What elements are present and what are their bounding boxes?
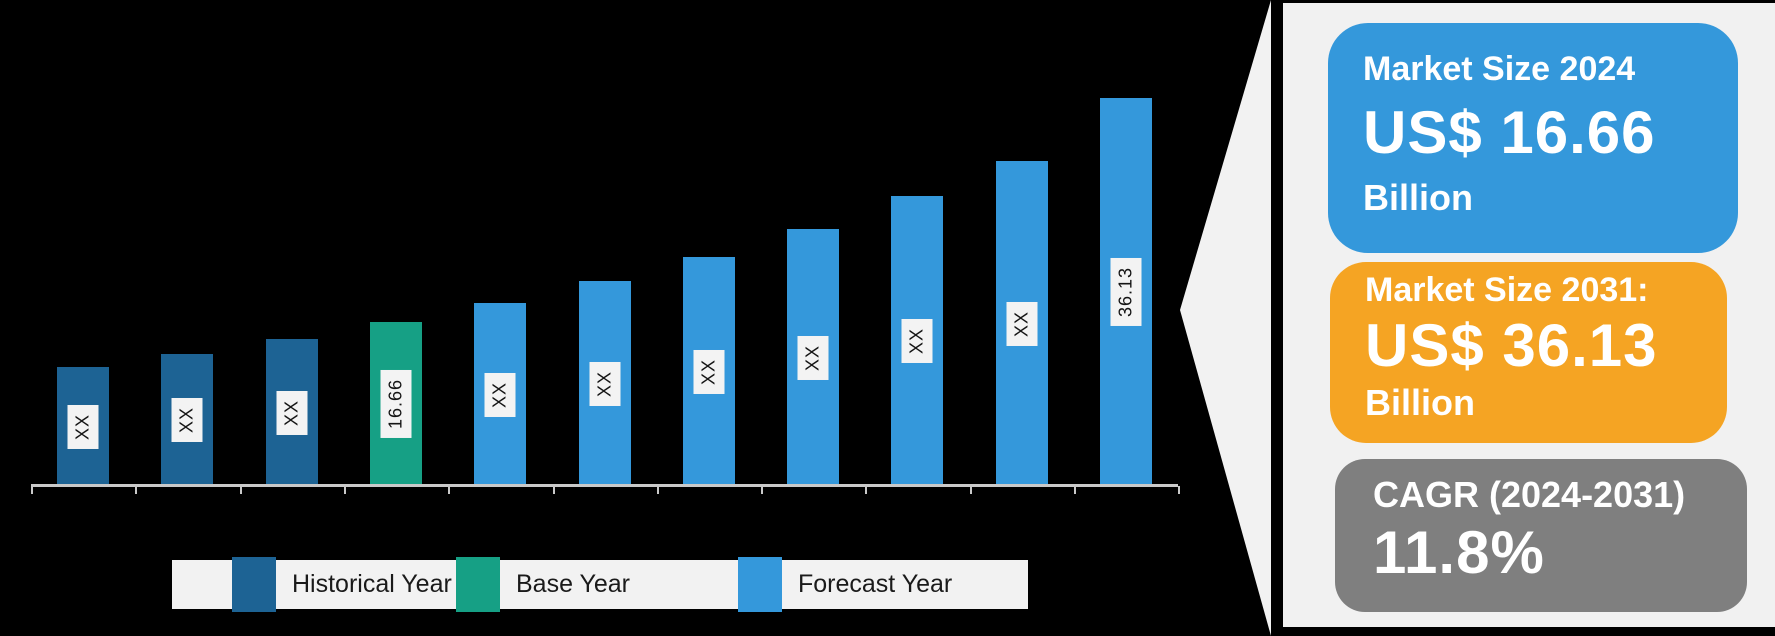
legend-item-historical: Historical Year	[232, 557, 452, 612]
bar-forecast-9: XX	[891, 196, 943, 486]
bar-chart: XX XX XX 16.66 XX XX XX XX XX XX 36.13 Historical …	[31, 98, 1180, 612]
bar-value-label: XX	[1006, 301, 1038, 346]
bar-value-text: XX	[489, 381, 510, 408]
legend-item-base: Base Year	[456, 557, 630, 612]
bar-value-label: XX	[276, 390, 308, 435]
info-panel: Market Size 2024 US$ 16.66 Billion Marke…	[1283, 3, 1775, 627]
bar-value-label: XX	[693, 349, 725, 394]
bar-historical-3: XX	[266, 339, 318, 486]
axis-tick	[240, 486, 242, 494]
bar-value-text: XX	[594, 370, 615, 397]
bar-value-text: 16.66	[385, 378, 406, 430]
axis-tick	[31, 486, 33, 494]
x-axis-line	[31, 484, 1178, 487]
market-size-2024-value: US$ 16.66	[1363, 98, 1656, 166]
bar-forecast-8: XX	[787, 229, 839, 486]
legend-label-forecast: Forecast Year	[798, 570, 953, 598]
axis-tick	[1074, 486, 1076, 494]
axis-tick	[1178, 486, 1180, 494]
axis-tick	[970, 486, 972, 494]
bar-value-label: XX	[901, 318, 933, 364]
legend-swatch-historical	[232, 557, 276, 612]
legend-label-base: Base Year	[516, 570, 630, 598]
market-size-2024-title: Market Size 2024	[1363, 50, 1636, 88]
axis-tick	[657, 486, 659, 494]
bar-value-label: XX	[171, 397, 203, 443]
market-size-2024-card: Market Size 2024 US$ 16.66 Billion	[1328, 23, 1738, 253]
market-size-2031-title: Market Size 2031:	[1365, 271, 1649, 309]
bar-forecast-6: XX	[579, 281, 631, 486]
bar-value-label: XX	[797, 335, 829, 380]
bar-value-label: XX	[67, 404, 99, 449]
legend-swatch-base	[456, 557, 500, 612]
legend-swatch-forecast	[738, 557, 782, 612]
bar-forecast-5: XX	[474, 303, 526, 486]
bar-forecast-7: XX	[683, 257, 735, 486]
bar-value-text: XX	[1011, 310, 1032, 337]
axis-tick	[553, 486, 555, 494]
legend-label-historical: Historical Year	[292, 570, 452, 598]
bar-value-text: XX	[802, 344, 823, 371]
legend-item-forecast: Forecast Year	[738, 557, 952, 612]
cagr-card: CAGR (2024-2031) 11.8%	[1335, 459, 1747, 612]
bar-value-text: XX	[698, 358, 719, 385]
bar-value-label: 16.66	[380, 369, 412, 439]
market-size-2031-value: US$ 36.13	[1365, 311, 1658, 379]
callout-arrow	[1180, 0, 1271, 636]
axis-tick	[344, 486, 346, 494]
bar-base-4: 16.66	[370, 322, 422, 486]
axis-tick	[761, 486, 763, 494]
cagr-title: CAGR (2024-2031)	[1373, 474, 1686, 515]
bar-value-label: XX	[589, 361, 621, 406]
bar-value-text: XX	[176, 406, 197, 434]
bar-value-label: XX	[484, 372, 516, 417]
cagr-value: 11.8%	[1373, 519, 1545, 587]
bar-value-text: XX	[72, 413, 93, 440]
legend: Historical Year Base Year Forecast Year	[172, 557, 1028, 612]
axis-tick	[135, 486, 137, 494]
axis-tick	[865, 486, 867, 494]
bar-historical-1: XX	[57, 367, 109, 486]
bar-value-text: 36.13	[1115, 266, 1136, 318]
bar-value-label: 36.13	[1110, 257, 1142, 327]
bar-value-text: XX	[906, 327, 927, 355]
market-size-2031-unit: Billion	[1365, 381, 1475, 423]
bar-historical-2: XX	[161, 354, 213, 486]
market-size-2024-unit: Billion	[1363, 176, 1473, 218]
axis-tick	[448, 486, 450, 494]
bar-forecast-10: XX	[996, 161, 1048, 486]
market-size-2031-card: Market Size 2031: US$ 36.13 Billion	[1330, 262, 1727, 443]
bar-value-text: XX	[281, 399, 302, 426]
bar-forecast-11: 36.13	[1100, 98, 1152, 486]
